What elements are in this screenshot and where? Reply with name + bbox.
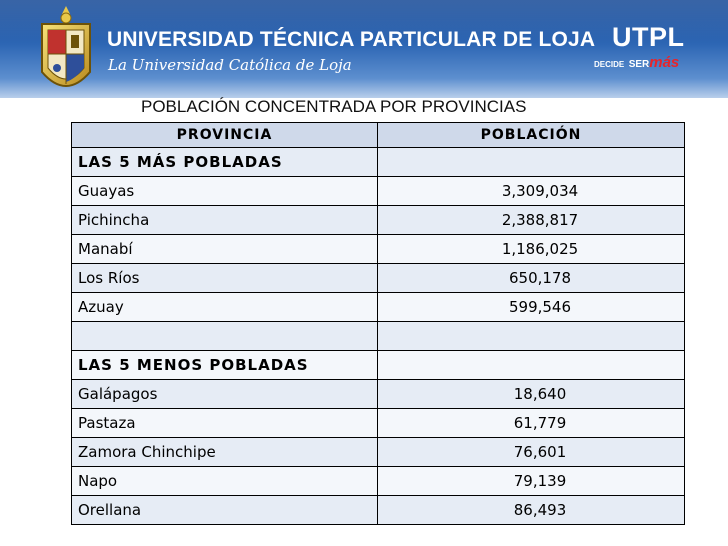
population-cell: 2,388,817 [377, 205, 685, 235]
table-row: LAS 5 MENOS POBLADAS [71, 350, 685, 380]
slide-title: POBLACIÓN CONCENTRADA POR PROVINCIAS [141, 97, 527, 116]
table-row: Orellana 86,493 [71, 495, 685, 525]
table-row: Galápagos 18,640 [71, 379, 685, 409]
slogan-part-1: DECIDE [594, 60, 625, 69]
population-cell: 86,493 [377, 495, 685, 525]
slogan-part-3: más [649, 54, 680, 71]
population-cell: 18,640 [377, 379, 685, 409]
province-cell: Pastaza [71, 408, 378, 438]
population-cell: 79,139 [377, 466, 685, 496]
column-header-population: POBLACIÓN [377, 122, 685, 148]
slogan-part-2: SER [628, 59, 650, 70]
population-cell: 599,546 [377, 292, 685, 322]
table-row-spacer [71, 321, 685, 351]
population-cell: 3,309,034 [377, 176, 685, 206]
table-row: Los Ríos 650,178 [71, 263, 685, 293]
province-cell: Napo [71, 466, 378, 496]
table-row: Zamora Chinchipe 76,601 [71, 437, 685, 467]
table-row: Manabí 1,186,025 [71, 234, 685, 264]
university-tagline: La Universidad Católica de Loja [108, 56, 352, 74]
group-heading-least-populated: LAS 5 MENOS POBLADAS [71, 350, 378, 380]
column-header-province: PROVINCIA [71, 122, 378, 148]
population-cell [377, 147, 685, 177]
table-row: LAS 5 MÁS POBLADAS [71, 147, 685, 177]
table-row: Pastaza 61,779 [71, 408, 685, 438]
table-row: Azuay 599,546 [71, 292, 685, 322]
population-cell [377, 350, 685, 380]
population-cell: 1,186,025 [377, 234, 685, 264]
header-banner: UNIVERSIDAD TÉCNICA PARTICULAR DE LOJA L… [0, 0, 728, 98]
population-table: PROVINCIA POBLACIÓN LAS 5 MÁS POBLADAS G… [71, 122, 685, 525]
group-heading-most-populated: LAS 5 MÁS POBLADAS [71, 147, 378, 177]
population-cell: 61,779 [377, 408, 685, 438]
province-cell: Pichincha [71, 205, 378, 235]
province-cell: Manabí [71, 234, 378, 264]
table-row: Napo 79,139 [71, 466, 685, 496]
population-cell: 650,178 [377, 263, 685, 293]
table-header-row: PROVINCIA POBLACIÓN [71, 122, 685, 148]
province-cell: Orellana [71, 495, 378, 525]
province-cell: Los Ríos [71, 263, 378, 293]
table-row: Guayas 3,309,034 [71, 176, 685, 206]
utpl-logo: UTPL [612, 22, 685, 52]
university-crest-icon [41, 6, 91, 87]
university-name: UNIVERSIDAD TÉCNICA PARTICULAR DE LOJA [107, 28, 596, 51]
province-cell: Azuay [71, 292, 378, 322]
slogan: DECIDE SERmás [594, 54, 679, 72]
province-cell: Zamora Chinchipe [71, 437, 378, 467]
banner-shine [0, 0, 728, 40]
province-cell [71, 321, 378, 351]
population-cell [377, 321, 685, 351]
table-row: Pichincha 2,388,817 [71, 205, 685, 235]
population-cell: 76,601 [377, 437, 685, 467]
province-cell: Galápagos [71, 379, 378, 409]
province-cell: Guayas [71, 176, 378, 206]
